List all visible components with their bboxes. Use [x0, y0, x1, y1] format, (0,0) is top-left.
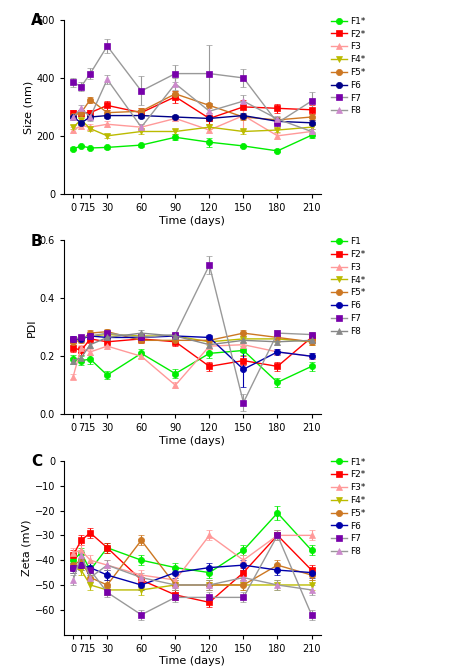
X-axis label: Time (days): Time (days): [159, 657, 225, 667]
Legend: F1*, F2*, F3, F4*, F5*, F6, F7, F8: F1*, F2*, F3, F4*, F5*, F6, F7, F8: [330, 16, 366, 116]
Y-axis label: Zeta (mV): Zeta (mV): [22, 520, 32, 576]
Legend: F1, F2*, F3, F4*, F5*, F6, F7, F8: F1, F2*, F3, F4*, F5*, F6, F7, F8: [330, 236, 366, 337]
Y-axis label: Size (nm): Size (nm): [24, 80, 34, 134]
Text: B: B: [31, 234, 43, 248]
X-axis label: Time (days): Time (days): [159, 436, 225, 446]
Y-axis label: PDI: PDI: [27, 318, 37, 337]
X-axis label: Time (days): Time (days): [159, 216, 225, 226]
Legend: F1*, F2*, F3*, F4*, F5*, F6, F7, F8: F1*, F2*, F3*, F4*, F5*, F6, F7, F8: [330, 457, 366, 557]
Text: C: C: [31, 454, 42, 469]
Text: A: A: [31, 13, 43, 28]
